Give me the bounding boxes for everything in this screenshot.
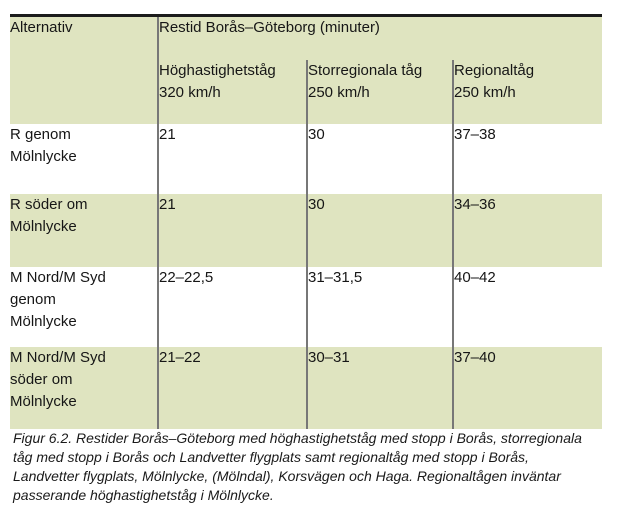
cell-value: 40–42 (451, 266, 603, 347)
row-label-line: M Nord/M Syd (10, 268, 106, 286)
corner-header-alternativ: Alternativ (10, 15, 159, 124)
cell-value: 30–31 (306, 346, 453, 429)
travel-time-table: Alternativ Restid Borås–Göteborg (minute… (10, 14, 603, 429)
column-header-storregionala: Storregionala tåg 250 km/h (306, 59, 453, 124)
caption-line: Landvetter flygplats, Mölnlycke, (Mölnda… (13, 468, 561, 484)
row-label: M Nord/M Syd söder om Mölnlycke (10, 346, 159, 429)
header-row-columns: Höghastighetståg 320 km/h Storregionala … (10, 59, 603, 124)
column-header-line1: Höghastighetståg (159, 61, 276, 79)
table-row: M Nord/M Syd genom Mölnlycke 22–22,5 31–… (10, 266, 603, 347)
caption-line: tåg med stopp i Borås och Landvetter fly… (13, 449, 529, 465)
column-header-line2: 250 km/h (308, 83, 370, 101)
cell-value: 21–22 (158, 346, 307, 429)
cell-value: 21 (159, 125, 176, 143)
row-label-line: genom (10, 290, 56, 308)
column-header-line2: 320 km/h (159, 83, 221, 101)
caption-line: passerande höghastighetståg i Mölnlycke. (13, 487, 274, 503)
column-header-line2: 250 km/h (454, 83, 516, 101)
row-label: R söder om Mölnlycke (10, 193, 159, 267)
cell-value: 30 (306, 123, 453, 194)
cell-value: 37–38 (451, 123, 603, 194)
row-label-line: söder om (10, 370, 73, 388)
table-row: M Nord/M Syd söder om Mölnlycke 21–22 30… (10, 346, 603, 429)
row-label: R genom Mölnlycke (10, 123, 159, 194)
table-row: R söder om Mölnlycke 21 30 34–36 (10, 193, 603, 267)
cell-value: 34–36 (451, 193, 603, 267)
cell-value: 22–22,5 (159, 268, 214, 286)
column-header-line1: Regionaltåg (454, 61, 535, 79)
cell-value: 37–40 (451, 346, 603, 429)
row-label-line: Mölnlycke (10, 147, 77, 165)
row-label-line: M Nord/M Syd (10, 348, 106, 366)
header-row-group: Alternativ Restid Borås–Göteborg (minute… (10, 15, 603, 124)
column-header-hoghastighetstag: Höghastighetståg 320 km/h (158, 59, 307, 124)
column-header-line1: Storregionala tåg (308, 61, 423, 79)
figure-caption: Figur 6.2. Restider Borås–Göteborg med h… (13, 429, 613, 505)
cell-value: 21 (158, 193, 307, 267)
cell-value: 31–31,5 (306, 266, 453, 347)
group-header-restid: Restid Borås–Göteborg (minuter) (158, 15, 603, 60)
row-label: M Nord/M Syd genom Mölnlycke (10, 266, 159, 347)
row-label-line: Mölnlycke (10, 392, 77, 410)
column-header-regionaltag: Regionaltåg 250 km/h (451, 59, 603, 124)
cell-value: 30 (306, 193, 453, 267)
caption-line: Figur 6.2. Restider Borås–Göteborg med h… (13, 430, 582, 446)
row-label-line: R söder om (10, 195, 88, 213)
row-label-line: Mölnlycke (10, 312, 77, 330)
row-label-line: Mölnlycke (10, 217, 77, 235)
row-label-line: R genom (10, 125, 71, 143)
table-row: R genom Mölnlycke 21 30 37–38 (10, 123, 603, 194)
